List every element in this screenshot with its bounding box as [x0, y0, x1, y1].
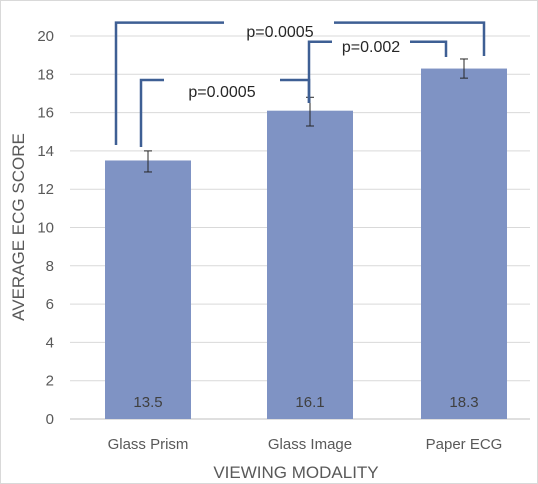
bracket-left [139, 78, 164, 147]
y-tick-label: 18 [37, 66, 54, 83]
y-tick-label: 2 [46, 373, 54, 390]
bracket-right [334, 21, 486, 56]
x-axis-title: VIEWING MODALITY [213, 463, 378, 482]
bar [267, 110, 353, 419]
data-labels: 13.5 16.1 18.3 [133, 394, 478, 411]
bracket-right [280, 78, 311, 103]
y-tick-label: 8 [46, 258, 54, 275]
y-tick-label: 16 [37, 105, 54, 122]
y-tick-label: 0 [46, 411, 54, 428]
x-axis-ticks: Glass Prism Glass Image Paper ECG [108, 436, 503, 453]
bar [105, 160, 191, 419]
p-value-label: p=0.002 [342, 39, 400, 56]
y-tick-label: 20 [37, 28, 54, 45]
error-bars [144, 58, 468, 173]
y-tick-label: 10 [37, 220, 54, 237]
p-value-label: p=0.0005 [188, 84, 255, 101]
y-axis-ticks: 0 2 4 6 8 10 12 14 16 18 20 [37, 28, 54, 428]
data-label: 16.1 [295, 394, 324, 411]
p-value-label: p=0.0005 [246, 24, 313, 41]
bracket-left [307, 40, 332, 103]
y-tick-label: 4 [46, 334, 54, 351]
bracket-right [410, 40, 448, 57]
data-label: 13.5 [133, 394, 162, 411]
y-tick-label: 12 [37, 181, 54, 198]
bar [421, 68, 507, 420]
y-tick-label: 14 [37, 143, 54, 160]
significance-brackets: p=0.0005 p=0.0005 p=0.002 [114, 21, 486, 147]
significance-bracket: p=0.002 [307, 39, 448, 103]
y-tick-label: 6 [46, 296, 54, 313]
y-axis-title: AVERAGE ECG SCORE [9, 133, 28, 321]
x-tick-label: Paper ECG [426, 436, 503, 453]
significance-bracket: p=0.0005 [114, 21, 486, 145]
bars [105, 68, 507, 420]
bracket-left [114, 21, 224, 145]
x-tick-label: Glass Image [268, 436, 352, 453]
x-tick-label: Glass Prism [108, 436, 189, 453]
data-label: 18.3 [449, 394, 478, 411]
